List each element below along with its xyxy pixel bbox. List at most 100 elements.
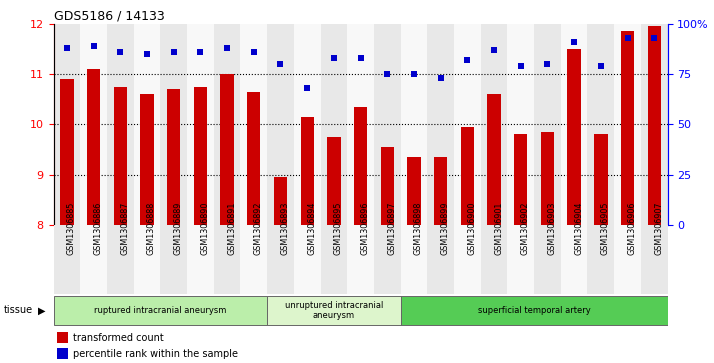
Bar <box>213 24 241 225</box>
Bar <box>588 225 614 294</box>
Bar <box>641 24 668 225</box>
Bar <box>508 225 534 294</box>
Bar <box>534 225 560 294</box>
Text: GSM1306899: GSM1306899 <box>441 202 450 255</box>
Bar <box>114 86 127 225</box>
Text: GSM1306892: GSM1306892 <box>253 202 263 255</box>
Bar <box>80 24 107 225</box>
Text: GSM1306885: GSM1306885 <box>67 202 76 255</box>
Point <box>141 51 153 57</box>
Bar <box>354 107 367 225</box>
Bar <box>56 332 68 343</box>
Text: GSM1306904: GSM1306904 <box>574 202 583 255</box>
Point <box>168 49 179 55</box>
Point <box>195 49 206 55</box>
Bar <box>321 225 347 294</box>
Text: GSM1306906: GSM1306906 <box>628 202 637 255</box>
Bar <box>187 24 213 225</box>
Bar <box>107 24 134 225</box>
Point <box>275 61 286 67</box>
Text: GSM1306891: GSM1306891 <box>227 202 236 255</box>
Bar <box>54 24 80 225</box>
Bar <box>167 89 181 225</box>
Point <box>622 35 633 41</box>
Point <box>488 47 500 53</box>
Text: GSM1306902: GSM1306902 <box>521 202 530 255</box>
Bar <box>454 225 481 294</box>
Bar <box>401 295 668 325</box>
Bar <box>273 177 287 225</box>
Bar <box>161 225 187 294</box>
Bar <box>407 157 421 225</box>
Bar <box>134 225 161 294</box>
Bar <box>540 132 554 225</box>
Text: GSM1306897: GSM1306897 <box>387 202 396 255</box>
Bar <box>614 24 641 225</box>
Bar <box>54 295 267 325</box>
Bar <box>294 24 321 225</box>
Point <box>381 71 393 77</box>
Text: GDS5186 / 14133: GDS5186 / 14133 <box>54 9 164 22</box>
Bar <box>241 225 267 294</box>
Point <box>221 45 233 51</box>
Text: ruptured intracranial aneurysm: ruptured intracranial aneurysm <box>94 306 226 315</box>
Text: GSM1306893: GSM1306893 <box>281 202 289 255</box>
Bar <box>614 225 641 294</box>
Bar <box>321 24 347 225</box>
Bar <box>347 24 374 225</box>
Bar <box>221 74 233 225</box>
Text: superficial temporal artery: superficial temporal artery <box>478 306 590 315</box>
Text: GSM1306894: GSM1306894 <box>307 202 316 255</box>
Bar <box>193 86 207 225</box>
Bar <box>560 225 588 294</box>
Bar <box>294 225 321 294</box>
Text: transformed count: transformed count <box>74 333 164 343</box>
Bar <box>267 24 294 225</box>
Bar <box>508 24 534 225</box>
Bar <box>187 225 213 294</box>
Bar <box>621 31 634 225</box>
Point <box>88 43 99 49</box>
Point <box>301 85 313 91</box>
Text: GSM1306901: GSM1306901 <box>494 202 503 255</box>
Point <box>515 63 526 69</box>
Bar <box>534 24 560 225</box>
Text: unruptured intracranial
aneurysm: unruptured intracranial aneurysm <box>285 301 383 320</box>
Text: tissue: tissue <box>4 305 33 315</box>
Bar <box>648 26 661 225</box>
Text: ▶: ▶ <box>38 305 46 315</box>
Bar <box>461 127 474 225</box>
Point <box>435 75 446 81</box>
Bar <box>80 225 107 294</box>
Point <box>61 45 73 51</box>
Point <box>408 71 420 77</box>
Point <box>648 35 660 41</box>
Bar <box>56 348 68 359</box>
Point <box>248 49 259 55</box>
Bar <box>347 225 374 294</box>
Bar <box>134 24 161 225</box>
Point <box>542 61 553 67</box>
Bar <box>514 134 528 225</box>
Text: GSM1306898: GSM1306898 <box>414 202 423 255</box>
Text: GSM1306887: GSM1306887 <box>120 202 129 255</box>
Bar <box>247 91 261 225</box>
Bar <box>401 24 427 225</box>
Text: GSM1306895: GSM1306895 <box>334 202 343 255</box>
Bar <box>427 225 454 294</box>
Bar <box>560 24 588 225</box>
Bar <box>107 225 134 294</box>
Bar <box>434 157 448 225</box>
Text: percentile rank within the sample: percentile rank within the sample <box>74 349 238 359</box>
Text: GSM1306903: GSM1306903 <box>548 202 556 255</box>
Bar <box>641 225 668 294</box>
Text: GSM1306896: GSM1306896 <box>361 202 370 255</box>
Point <box>328 55 340 61</box>
Point <box>595 63 607 69</box>
Bar <box>327 137 341 225</box>
Bar <box>267 295 401 325</box>
Bar <box>481 24 508 225</box>
Bar <box>87 69 100 225</box>
Bar <box>481 225 508 294</box>
Text: GSM1306905: GSM1306905 <box>601 202 610 255</box>
